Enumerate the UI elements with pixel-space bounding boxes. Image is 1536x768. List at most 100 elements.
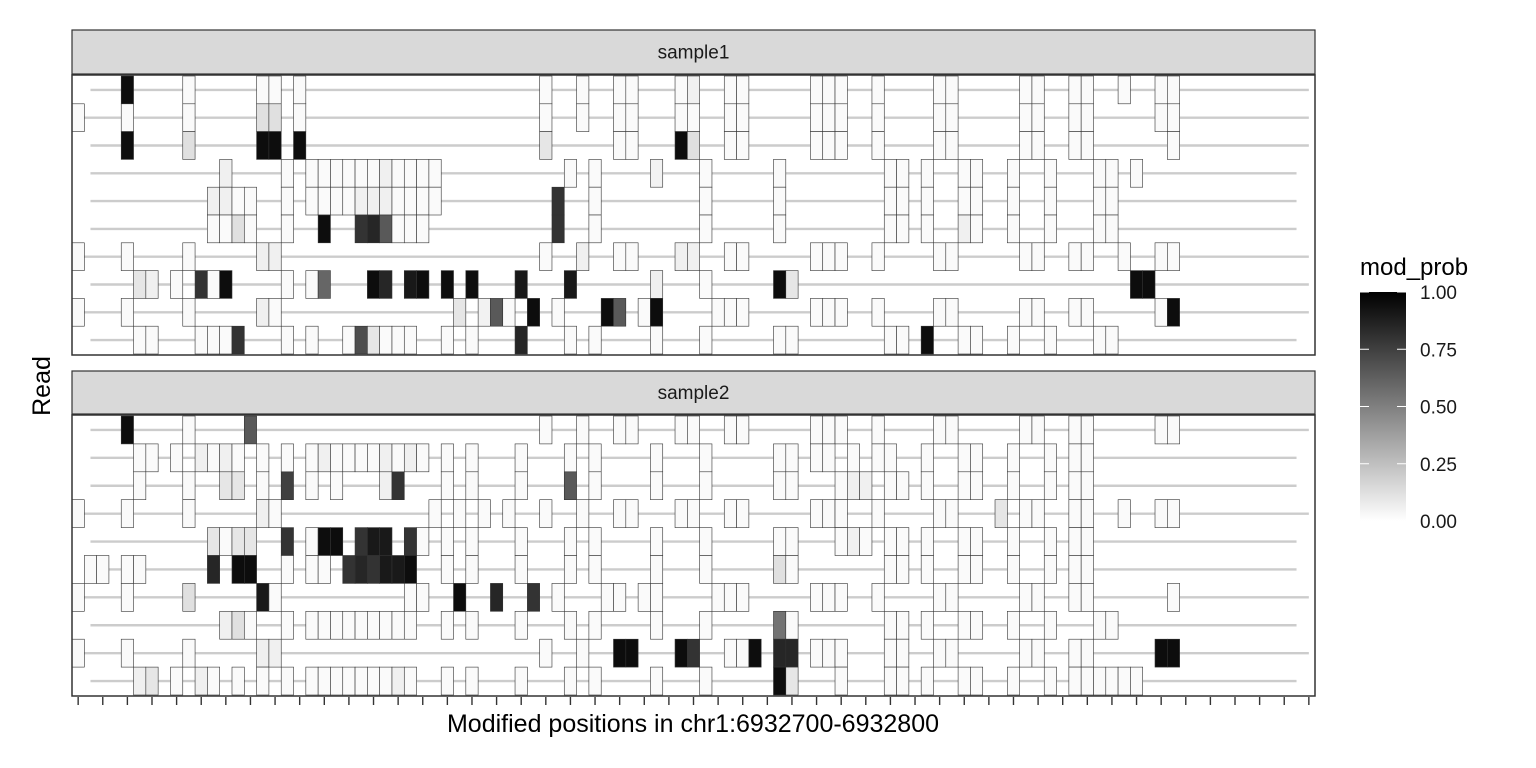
heatmap-cell bbox=[342, 159, 356, 188]
heatmap-cell bbox=[527, 583, 540, 612]
heatmap-cell bbox=[957, 555, 971, 584]
heatmap-cell bbox=[120, 298, 134, 327]
heatmap-cell bbox=[1167, 103, 1180, 132]
heatmap-cell bbox=[280, 471, 294, 500]
heatmap-cell bbox=[342, 325, 356, 355]
heatmap-cell bbox=[194, 270, 208, 299]
heatmap-cell bbox=[1167, 75, 1180, 105]
heatmap-cell bbox=[416, 443, 430, 473]
heatmap-cell bbox=[317, 555, 331, 584]
heatmap-cell bbox=[342, 666, 356, 696]
heatmap-cell bbox=[231, 527, 245, 556]
heatmap-cell bbox=[268, 242, 282, 271]
heatmap-cell bbox=[957, 325, 971, 355]
y-axis-title: Read bbox=[28, 356, 56, 416]
heatmap-cell bbox=[883, 638, 897, 668]
heatmap-cell bbox=[1043, 214, 1057, 244]
heatmap-cell bbox=[133, 471, 147, 500]
heatmap-cell bbox=[367, 159, 380, 188]
heatmap-cell bbox=[834, 131, 848, 160]
heatmap-cell bbox=[1105, 325, 1119, 355]
heatmap-cell bbox=[785, 610, 799, 640]
heatmap-cell bbox=[920, 214, 934, 244]
heatmap-cell bbox=[1068, 471, 1082, 500]
heatmap-cell bbox=[957, 159, 971, 188]
heatmap-cell bbox=[613, 131, 627, 160]
heatmap-cell bbox=[883, 527, 897, 556]
heatmap-cell bbox=[834, 103, 848, 132]
heatmap-cell bbox=[711, 583, 725, 612]
heatmap-cell bbox=[650, 471, 664, 500]
heatmap-cell bbox=[625, 242, 639, 271]
heatmap-cell bbox=[514, 270, 528, 299]
heatmap-cell bbox=[773, 666, 787, 696]
heatmap-cell bbox=[379, 527, 393, 556]
heatmap-cell bbox=[514, 555, 528, 584]
heatmap-cell bbox=[563, 443, 577, 473]
heatmap-cell bbox=[699, 610, 713, 640]
heatmap-cell bbox=[354, 443, 368, 473]
heatmap-cell bbox=[305, 555, 319, 584]
heatmap-cell bbox=[822, 638, 836, 668]
heatmap-cell bbox=[120, 242, 134, 271]
heatmap-cell bbox=[207, 527, 220, 556]
heatmap-cell bbox=[1043, 443, 1057, 473]
heatmap-cell bbox=[367, 666, 380, 696]
heatmap-cell bbox=[1019, 583, 1033, 612]
heatmap-cell bbox=[477, 298, 491, 327]
heatmap-cell bbox=[133, 443, 147, 473]
heatmap-cell bbox=[243, 555, 257, 584]
heatmap-cell bbox=[182, 131, 196, 160]
heatmap-cell bbox=[687, 415, 700, 445]
heatmap-cell bbox=[736, 131, 750, 160]
heatmap-cell bbox=[342, 555, 356, 584]
heatmap-cell bbox=[957, 214, 971, 244]
heatmap-cell bbox=[896, 214, 910, 244]
heatmap-cell bbox=[1154, 499, 1168, 528]
heatmap-cell bbox=[883, 610, 897, 640]
heatmap-cell bbox=[773, 325, 787, 355]
heatmap-cell bbox=[84, 555, 97, 584]
heatmap-cell bbox=[280, 555, 294, 584]
heatmap-cell bbox=[280, 527, 294, 556]
heatmap-cell bbox=[834, 638, 848, 668]
heatmap-cell bbox=[650, 270, 664, 299]
heatmap-cell bbox=[379, 471, 393, 500]
heatmap-cell bbox=[1043, 159, 1057, 188]
heatmap-cell bbox=[145, 443, 159, 473]
heatmap-cell bbox=[847, 471, 860, 500]
heatmap-cell bbox=[1043, 186, 1057, 216]
heatmap-cell bbox=[1007, 443, 1020, 473]
read-row bbox=[71, 103, 1309, 132]
heatmap-cell bbox=[970, 325, 984, 355]
heatmap-cell bbox=[465, 610, 479, 640]
heatmap-cell bbox=[367, 186, 380, 216]
heatmap-cell bbox=[588, 666, 602, 696]
heatmap-cell bbox=[527, 298, 540, 327]
heatmap-cell bbox=[280, 214, 294, 244]
heatmap-cell bbox=[465, 527, 479, 556]
heatmap-cell bbox=[711, 298, 725, 327]
heatmap-cell bbox=[920, 443, 934, 473]
heatmap-cell bbox=[650, 159, 664, 188]
heatmap-cell bbox=[305, 610, 319, 640]
heatmap-cell bbox=[133, 555, 147, 584]
heatmap-cell bbox=[920, 610, 934, 640]
heatmap-cell bbox=[342, 610, 356, 640]
heatmap-cell bbox=[219, 610, 233, 640]
read-row bbox=[71, 242, 1309, 271]
heatmap-cell bbox=[1068, 415, 1082, 445]
heatmap-cell bbox=[231, 325, 245, 355]
heatmap-cell bbox=[625, 638, 639, 668]
heatmap-cell bbox=[256, 242, 270, 271]
heatmap-cell bbox=[490, 583, 504, 612]
heatmap-cell bbox=[810, 415, 824, 445]
heatmap-cell bbox=[1117, 666, 1131, 696]
heatmap-cell bbox=[379, 270, 393, 299]
heatmap-cell bbox=[674, 242, 688, 271]
heatmap-cell bbox=[933, 638, 947, 668]
heatmap-cell bbox=[699, 443, 713, 473]
heatmap-cell bbox=[231, 443, 245, 473]
legend-ticks: 1.00 0.75 0.50 0.25 0.00 bbox=[1360, 283, 1457, 533]
heatmap-cell bbox=[970, 471, 984, 500]
